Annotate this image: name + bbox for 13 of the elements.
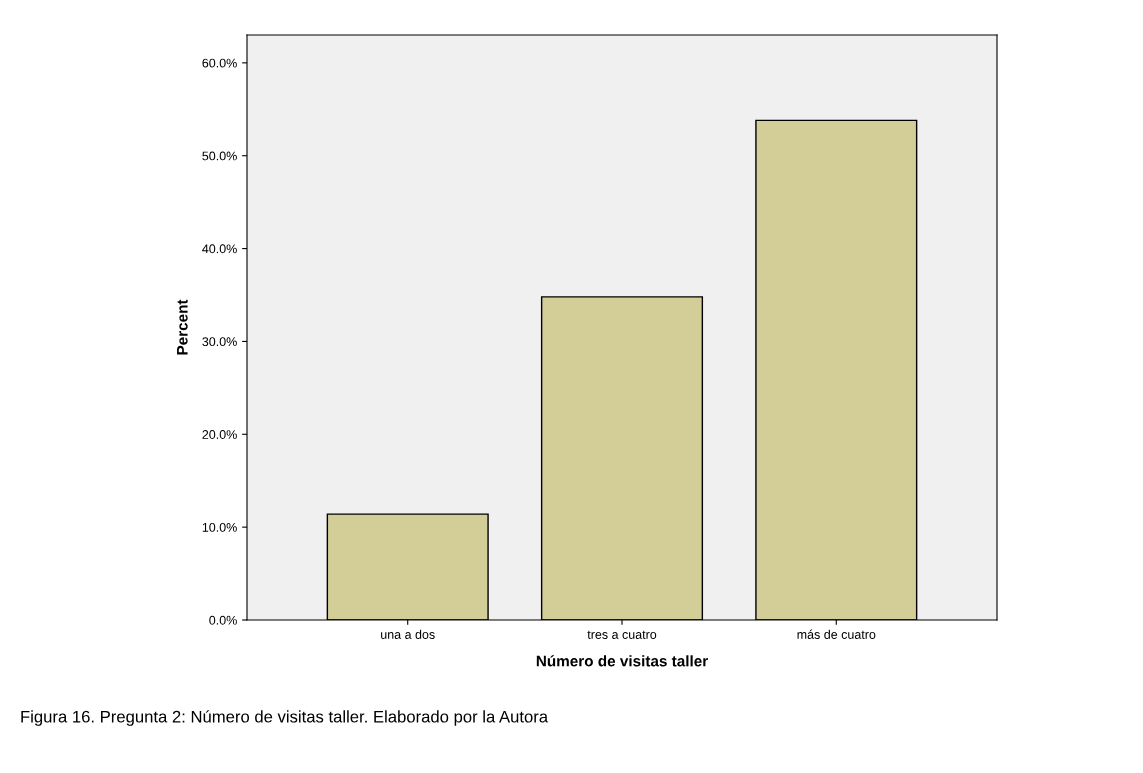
y-tick-label: 50.0% [202,151,237,161]
x-tick-label: tres a cuatro [587,630,657,639]
x-tick-label: una a dos [381,629,435,639]
text: Figura 16. Pregunta 2: Número de visitas taller. Elaborado por la Autora [21,710,549,726]
y-tick-label: 20.0% [202,430,237,439]
x-axis-title: Número de visitas taller [536,655,708,667]
y-tick-label: 30.0% [202,337,237,347]
y-tick-label: 60.0% [202,58,237,68]
x-tick-label: más de cuatro [797,629,876,639]
y-tick-label: 40.0% [202,244,237,254]
y-tick-label: 10.0% [202,522,237,532]
y-tick-label: 0.0% [209,615,237,625]
y-axis-title: Percent [177,299,188,355]
